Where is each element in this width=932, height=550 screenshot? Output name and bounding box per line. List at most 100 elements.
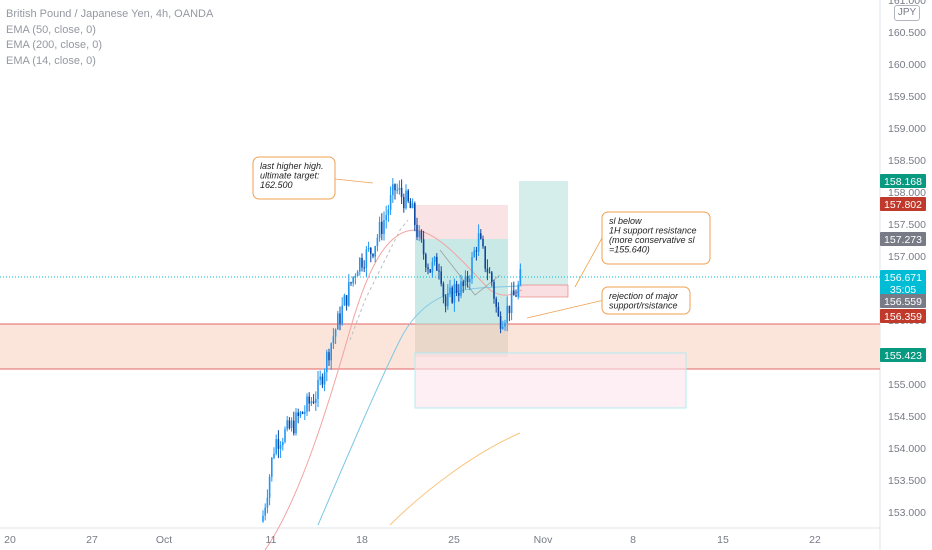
candle-body bbox=[502, 326, 504, 329]
candle-body bbox=[449, 287, 451, 294]
candle-body bbox=[370, 247, 372, 254]
callout-text: ultimate target: bbox=[260, 171, 320, 181]
candle-body bbox=[354, 276, 357, 278]
candle-body bbox=[334, 329, 337, 337]
candle-body bbox=[495, 298, 497, 307]
candle-body bbox=[279, 445, 282, 449]
candle-body bbox=[319, 376, 321, 380]
date-tick-label: 8 bbox=[630, 534, 636, 546]
indicator-ema-200[interactable]: EMA (200, close, 0) bbox=[6, 39, 102, 51]
candle-body bbox=[433, 256, 436, 262]
callout-higher-high: last higher high.ultimate target:162.500 bbox=[252, 156, 374, 200]
currency-button[interactable]: JPY bbox=[894, 5, 920, 21]
candle-body bbox=[363, 267, 365, 269]
price-label-155-423: 155.423 bbox=[880, 348, 926, 362]
callout-text: (more conservative sl bbox=[609, 235, 696, 245]
price-label-bg bbox=[880, 348, 926, 362]
indicator-ema-50[interactable]: EMA (50, close, 0) bbox=[6, 23, 96, 36]
candle-body bbox=[275, 439, 277, 454]
candle-body bbox=[350, 282, 352, 284]
price-label-text: 156.559 bbox=[884, 296, 922, 308]
candle-body bbox=[473, 250, 475, 257]
price-tick-label: 153.500 bbox=[888, 475, 926, 487]
candle-body bbox=[323, 372, 326, 385]
candle-body bbox=[290, 420, 293, 429]
candle-body bbox=[480, 233, 482, 239]
candle-body bbox=[499, 316, 502, 329]
candle-body bbox=[288, 420, 291, 429]
date-tick-label: 22 bbox=[809, 534, 821, 546]
symbol-title[interactable]: British Pound / Japanese Yen, 4h, OANDA bbox=[6, 8, 214, 20]
price-label-bg bbox=[880, 174, 926, 188]
candle-body bbox=[438, 270, 440, 272]
candle-body bbox=[304, 411, 306, 414]
candle-body bbox=[262, 515, 264, 522]
candle-body bbox=[295, 412, 297, 434]
candle-body bbox=[383, 220, 385, 234]
candle-body bbox=[381, 221, 383, 234]
price-label-157-273: 157.273 bbox=[880, 232, 926, 246]
candle-body bbox=[400, 187, 403, 198]
candle-body bbox=[268, 476, 271, 498]
candle-body bbox=[348, 282, 350, 306]
candle-body bbox=[315, 398, 317, 403]
callout-pointer bbox=[574, 237, 603, 288]
price-tick-label: 158.500 bbox=[888, 155, 926, 167]
candle-body bbox=[341, 305, 343, 324]
candle-body bbox=[352, 276, 354, 284]
date-tick-label: 27 bbox=[86, 534, 98, 546]
candle-body bbox=[455, 284, 458, 293]
candle-body bbox=[332, 336, 335, 344]
callout-text: support/rsistance bbox=[609, 301, 678, 311]
candle-body bbox=[418, 230, 420, 238]
date-tick-label: 20 bbox=[4, 534, 16, 546]
price-label-158-168: 158.168 bbox=[880, 174, 926, 188]
candle-body bbox=[301, 412, 304, 414]
candle-body bbox=[466, 276, 469, 283]
candle-body bbox=[365, 249, 368, 268]
candle-body bbox=[436, 256, 438, 271]
candle-body bbox=[312, 401, 315, 403]
candle-body bbox=[519, 269, 522, 285]
price-tick-label: 160.500 bbox=[888, 27, 926, 39]
candle-body bbox=[477, 233, 480, 252]
candle-body bbox=[513, 290, 515, 296]
price-tick-label: 157.000 bbox=[888, 251, 926, 263]
date-tick-label: 25 bbox=[448, 534, 460, 546]
chart-legend: British Pound / Japanese Yen, 4h, OANDA … bbox=[6, 7, 213, 69]
price-tick-label: 159.500 bbox=[888, 91, 926, 103]
candle-body bbox=[407, 190, 409, 202]
candle-body bbox=[517, 284, 519, 297]
candle-body bbox=[337, 313, 339, 330]
price-tick-label: 155.000 bbox=[888, 379, 926, 391]
candlestick-series bbox=[262, 178, 522, 523]
candle-body bbox=[394, 184, 396, 191]
candle-body bbox=[488, 272, 491, 274]
price-label-156-559: 156.559 bbox=[880, 294, 926, 308]
price-tick-label: 160.000 bbox=[888, 59, 926, 71]
candle-body bbox=[506, 305, 508, 323]
price-tick-label: 159.000 bbox=[888, 123, 926, 135]
candle-body bbox=[293, 420, 295, 434]
candle-body bbox=[493, 281, 495, 299]
callout-pointer bbox=[334, 178, 374, 184]
callout-text: 1H support resistance bbox=[609, 226, 697, 236]
callout-pointer bbox=[526, 300, 603, 319]
candle-body bbox=[374, 246, 376, 257]
date-tick-label: Oct bbox=[156, 534, 172, 546]
candle-body bbox=[282, 441, 284, 446]
candle-body bbox=[339, 313, 341, 324]
candle-body bbox=[451, 287, 453, 303]
price-label-text: 156.671 bbox=[884, 272, 922, 284]
candle-body bbox=[447, 293, 449, 307]
callout-box bbox=[601, 286, 691, 315]
price-tick-label: 154.000 bbox=[888, 443, 926, 455]
date-tick-label: 15 bbox=[717, 534, 729, 546]
callout-text: 162.500 bbox=[260, 180, 293, 190]
candle-body bbox=[286, 420, 288, 430]
indicator-ema-14[interactable]: EMA (14, close, 0) bbox=[6, 54, 96, 67]
candle-body bbox=[491, 272, 493, 282]
date-tick-label: 11 bbox=[266, 534, 277, 546]
candle-body bbox=[328, 352, 330, 361]
